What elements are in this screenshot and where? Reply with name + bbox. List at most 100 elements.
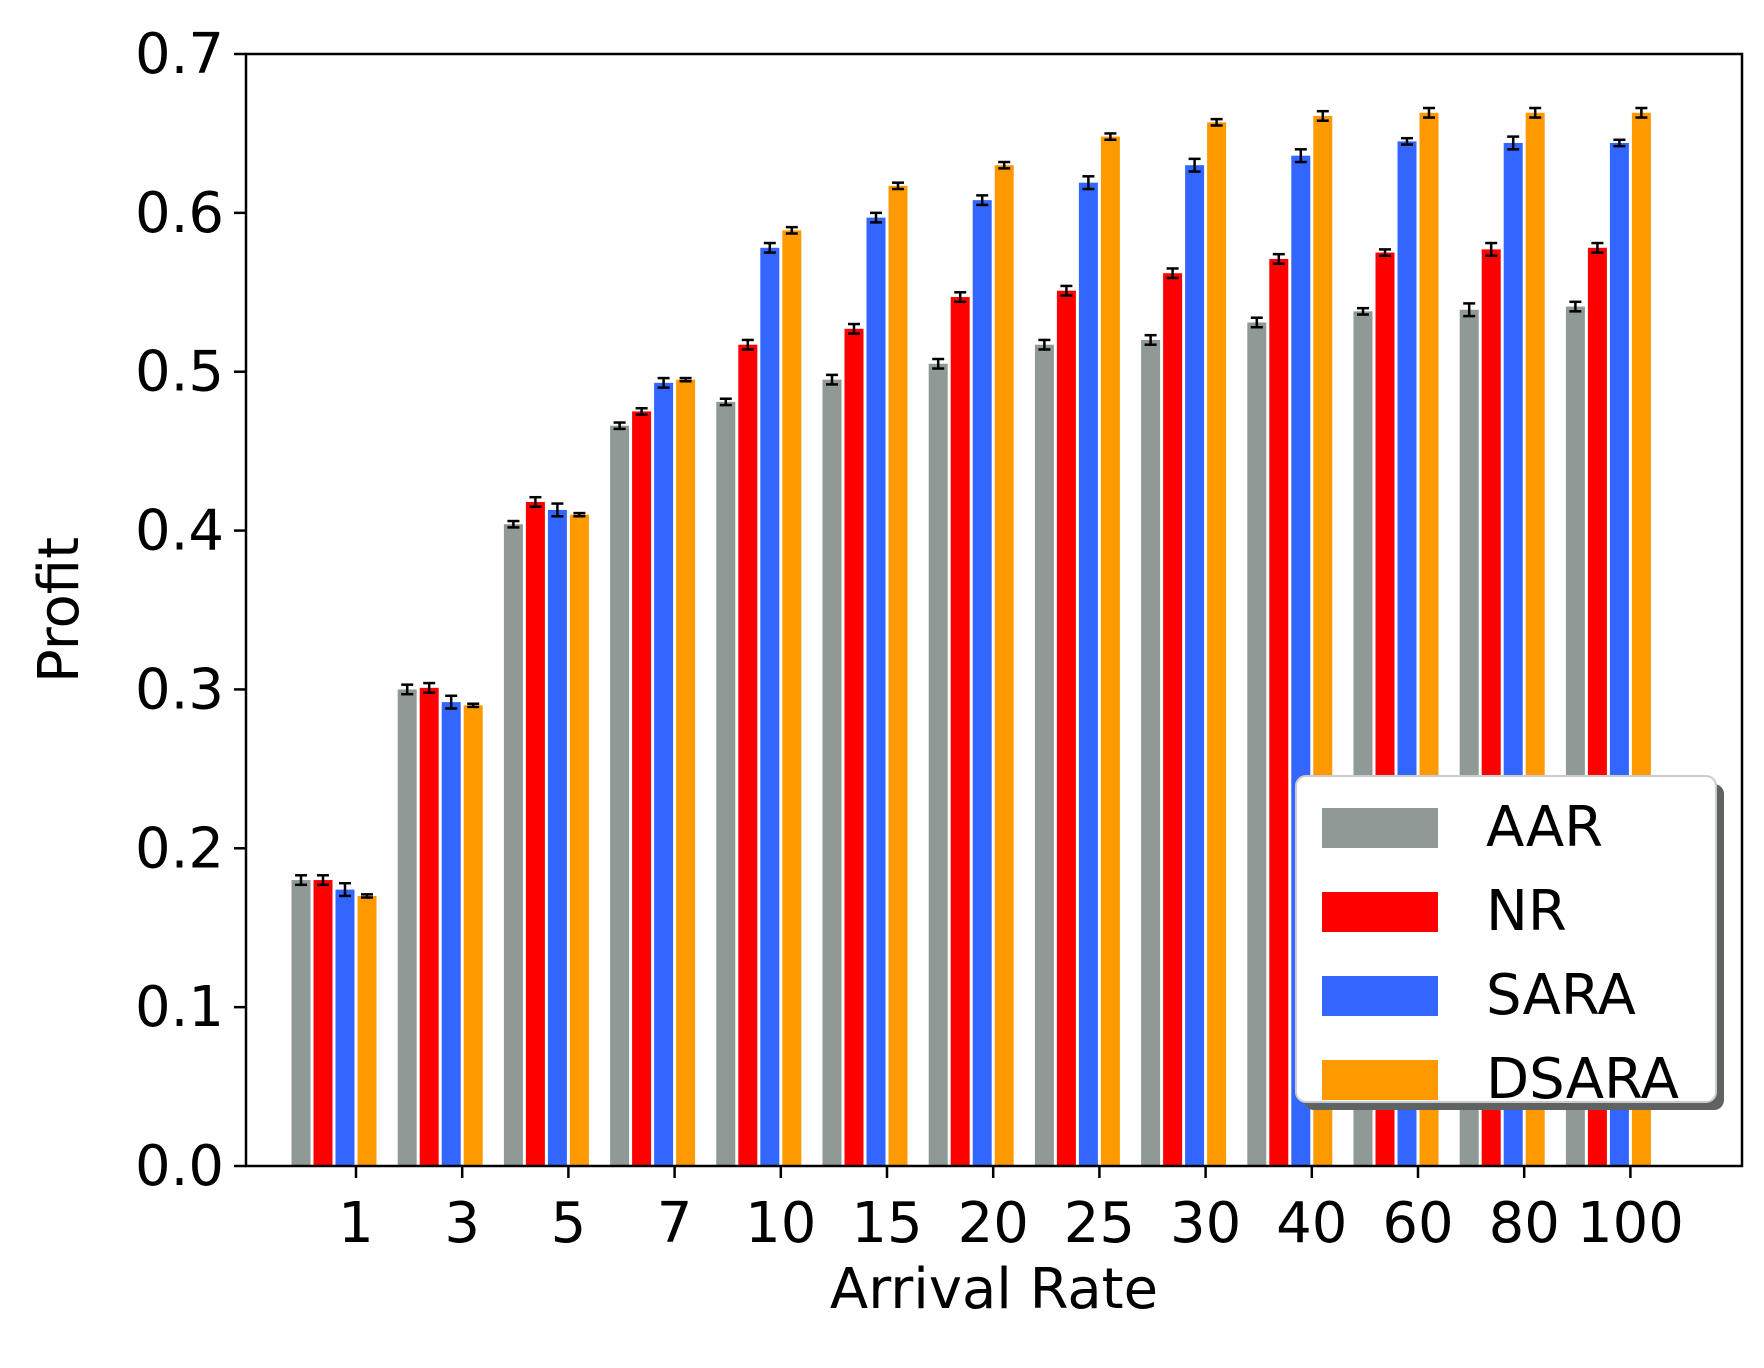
bar-nr-5 [525, 501, 545, 1166]
error-bar-dsara-3 [467, 702, 480, 709]
error-bar-nr-40 [1272, 252, 1285, 265]
y-tick-label: 0.1 [135, 975, 224, 1040]
x-tick-label: 7 [657, 1191, 693, 1256]
error-bar-dsara-30 [1210, 117, 1223, 127]
bar-aar-3 [397, 689, 417, 1166]
bar-aar-25 [1034, 344, 1054, 1166]
error-bar-dsara-10 [785, 225, 798, 235]
error-bar-sara-10 [763, 241, 776, 254]
error-bar-sara-7 [657, 376, 670, 389]
error-bar-aar-80 [1463, 302, 1476, 318]
bar-nr-3 [419, 687, 439, 1166]
bar-sara-5 [547, 509, 567, 1166]
error-bars-layer [295, 106, 1648, 899]
bar-sara-30 [1185, 165, 1205, 1166]
y-tick-label: 0.7 [135, 22, 224, 87]
error-bar-sara-80 [1507, 135, 1520, 151]
y-tick-label: 0.5 [135, 340, 224, 405]
error-bar-aar-30 [1144, 333, 1157, 346]
x-tick-label: 25 [1064, 1191, 1135, 1256]
y-tick-label: 0.0 [135, 1134, 224, 1199]
bar-dsara-5 [569, 514, 589, 1166]
bar-nr-15 [844, 328, 864, 1166]
error-bar-nr-30 [1166, 267, 1179, 280]
error-bar-sara-40 [1294, 148, 1307, 164]
error-bar-nr-3 [423, 681, 436, 694]
error-bar-aar-3 [401, 683, 414, 696]
x-tick-label: 40 [1276, 1191, 1347, 1256]
bar-dsara-30 [1207, 122, 1227, 1166]
error-bar-aar-15 [826, 373, 838, 386]
error-bar-aar-40 [1250, 316, 1263, 329]
error-bar-aar-5 [507, 519, 520, 529]
error-bar-sara-60 [1401, 136, 1413, 146]
bar-aar-7 [610, 425, 630, 1166]
bar-nr-25 [1056, 290, 1076, 1166]
error-bar-sara-25 [1082, 175, 1095, 191]
x-axis: 1 3 5 7 10 15 20 25 30 40 60 80 100 [338, 1166, 1684, 1256]
error-bar-dsara-100 [1635, 106, 1648, 119]
legend-swatch [1322, 892, 1438, 932]
bar-aar-1 [291, 880, 311, 1166]
x-tick-label: 60 [1382, 1191, 1453, 1256]
bar-dsara-7 [676, 379, 696, 1167]
error-bar-nr-25 [1060, 284, 1073, 297]
bar-dsara-20 [994, 165, 1014, 1166]
error-bar-nr-60 [1379, 248, 1391, 257]
bar-sara-3 [441, 702, 461, 1166]
bar-nr-10 [738, 344, 758, 1166]
legend: AAR NR SARA DSARA [1295, 775, 1724, 1112]
y-tick-label: 0.4 [135, 499, 224, 564]
x-tick-label: 3 [444, 1191, 480, 1256]
error-bar-sara-3 [445, 694, 458, 710]
legend-swatch [1322, 808, 1438, 848]
x-axis-label: Arrival Rate [830, 1257, 1158, 1322]
y-tick-label: 0.6 [135, 181, 224, 246]
error-bar-dsara-7 [679, 376, 692, 383]
bar-nr-20 [950, 297, 970, 1167]
x-tick-label: 20 [958, 1191, 1029, 1256]
legend-label: DSARA [1486, 1047, 1679, 1112]
error-bar-dsara-40 [1316, 109, 1329, 122]
error-bar-dsara-25 [1104, 132, 1117, 142]
bar-nr-7 [632, 411, 652, 1166]
legend-label: SARA [1486, 963, 1636, 1028]
legend-item-nr: NR [1322, 879, 1567, 944]
bar-aar-40 [1247, 322, 1267, 1166]
error-bar-aar-20 [932, 357, 945, 370]
error-bar-aar-1 [295, 874, 307, 887]
y-tick-label: 0.2 [135, 816, 224, 881]
x-tick-label: 5 [551, 1191, 587, 1256]
error-bar-sara-30 [1188, 157, 1201, 173]
error-bar-dsara-80 [1529, 106, 1542, 119]
bar-aar-30 [1141, 339, 1161, 1166]
bar-dsara-10 [782, 230, 802, 1166]
error-bar-dsara-15 [892, 181, 904, 191]
legend-item-dsara: DSARA [1322, 1047, 1679, 1112]
bar-dsara-1 [357, 895, 377, 1166]
bar-sara-10 [760, 247, 780, 1166]
error-bar-aar-25 [1038, 338, 1051, 351]
error-bar-nr-15 [848, 322, 860, 335]
legend-label: NR [1486, 879, 1567, 944]
x-tick-label: 80 [1489, 1191, 1560, 1256]
error-bar-sara-15 [870, 211, 882, 224]
bar-nr-30 [1163, 273, 1183, 1166]
x-tick-label: 15 [851, 1191, 922, 1256]
error-bar-dsara-5 [573, 511, 586, 518]
error-bar-nr-5 [529, 495, 542, 508]
legend-item-aar: AAR [1322, 795, 1603, 860]
bar-sara-15 [866, 217, 886, 1166]
bar-sara-25 [1078, 182, 1098, 1166]
legend-box [1295, 775, 1717, 1103]
legend-item-sara: SARA [1322, 963, 1636, 1028]
error-bar-nr-20 [954, 291, 967, 304]
bar-sara-1 [335, 889, 355, 1166]
x-tick-label: 10 [745, 1191, 816, 1256]
bar-sara-7 [654, 382, 674, 1166]
error-bar-nr-7 [635, 407, 648, 416]
error-bar-nr-1 [317, 874, 329, 887]
error-bar-aar-10 [719, 397, 732, 407]
error-bar-nr-100 [1591, 241, 1604, 254]
